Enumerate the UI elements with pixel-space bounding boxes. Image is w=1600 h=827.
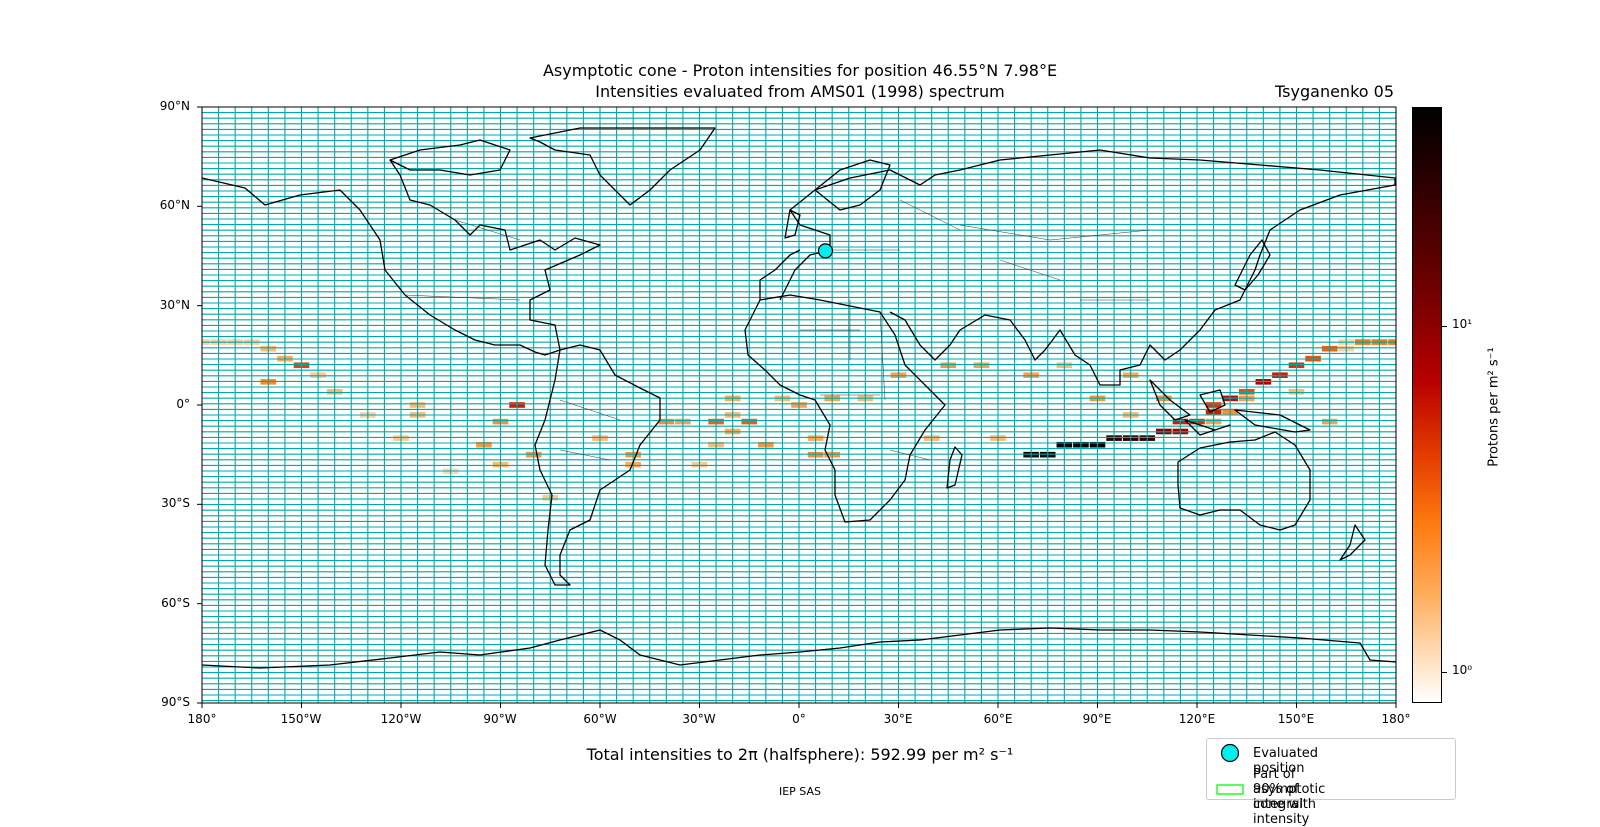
marker-circle-icon xyxy=(1220,743,1240,763)
lat-tick-label: 0° xyxy=(176,397,190,411)
evaluated-position-marker xyxy=(817,243,834,259)
footer-credit: IEP SAS xyxy=(778,785,822,798)
greenland-coast xyxy=(529,127,716,206)
iberia-europe-coast xyxy=(759,249,801,300)
legend-label-evaluated-position: Evaluated position xyxy=(1253,746,1319,776)
eurasia-coast xyxy=(779,149,1396,386)
chart-title-line2: Intensities evaluated from AMS01 (1998) … xyxy=(595,82,1005,101)
colorbar-tick xyxy=(1442,672,1447,673)
africa-coast xyxy=(744,294,946,523)
colorbar-label: Protons per m² s⁻¹ xyxy=(1486,347,1502,467)
lon-tick-label: 0° xyxy=(792,712,806,726)
country-borders xyxy=(404,199,1151,461)
total-intensity-label: Total intensities to 2π (halfsphere): 59… xyxy=(586,745,1014,764)
lat-tick-label: 30°S xyxy=(161,496,190,510)
lon-tick-label: 60°E xyxy=(983,712,1013,726)
legend: Evaluated position Part of asymptotic co… xyxy=(1206,738,1456,827)
lon-tick-label: 120°W xyxy=(380,712,422,726)
model-label: Tsyganenko 05 xyxy=(1275,82,1394,101)
british-isles-coast xyxy=(784,209,801,239)
scandinavia-coast xyxy=(814,159,891,211)
legend-label-cone-line2: 90% of integral intensity xyxy=(1253,782,1310,827)
lon-tick-label: 150°E xyxy=(1277,712,1315,726)
australia-coast xyxy=(1177,431,1311,531)
colorbar-tick-label: 10¹ xyxy=(1452,317,1473,331)
cone-rectangle-icon xyxy=(1216,784,1244,795)
north-america-coast xyxy=(202,159,601,356)
colorbar-tick-label: 10⁰ xyxy=(1452,663,1473,677)
asymptotic-cone-map xyxy=(197,106,1397,708)
chart-title-line1: Asymptotic cone - Proton intensities for… xyxy=(542,61,1058,80)
lat-tick-label: 30°N xyxy=(159,298,190,312)
arctic-islands-coast xyxy=(389,139,511,176)
lat-tick-label: 90°S xyxy=(161,695,190,709)
south-america-coast xyxy=(534,344,661,586)
lon-tick-label: 120°E xyxy=(1178,712,1216,726)
lon-tick-label: 30°W xyxy=(682,712,716,726)
lat-tick-label: 60°N xyxy=(159,198,190,212)
antarctica-coast xyxy=(202,627,1396,669)
lon-tick-label: 30°E xyxy=(883,712,913,726)
lat-tick-label: 90°N xyxy=(159,99,190,113)
indonesia-coast xyxy=(1149,379,1311,436)
japan-coast xyxy=(1234,239,1271,291)
new-zealand-coast xyxy=(1339,524,1366,561)
lon-tick-label: 150°W xyxy=(280,712,322,726)
lon-tick-label: 90°E xyxy=(1082,712,1112,726)
lon-tick-label: 90°W xyxy=(483,712,517,726)
lat-tick-label: 60°S xyxy=(161,596,190,610)
colorbar-tick xyxy=(1442,326,1447,327)
colorbar xyxy=(1412,107,1442,703)
lon-tick-label: 60°W xyxy=(583,712,617,726)
evaluated-position-circle xyxy=(817,243,834,259)
lon-tick-label: 180° xyxy=(187,712,217,726)
lon-tick-label: 180° xyxy=(1381,712,1411,726)
madagascar-coast xyxy=(946,446,963,489)
